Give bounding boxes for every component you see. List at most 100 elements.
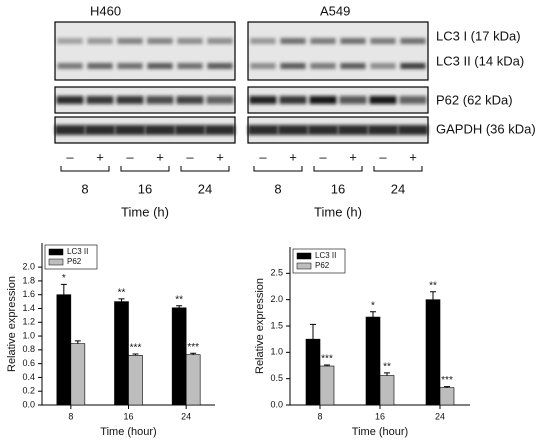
blot-frame [247,86,429,114]
significance-label: *** [187,342,199,353]
band [207,63,233,69]
bracket [120,166,170,172]
lane-label: + [289,149,297,164]
bracket [253,166,303,172]
blot-frame [247,21,429,81]
band [369,96,397,104]
band [177,63,203,69]
band [116,96,144,104]
band [278,125,308,135]
row-label: GAPDH (36 kDa) [436,121,536,136]
bar [171,307,187,406]
lane-label: – [186,149,194,164]
lane-label: – [379,149,387,164]
axis-title: Time (h) [314,204,362,219]
time-label: 8 [81,181,88,196]
band [340,38,366,44]
significance-label: ** [118,287,126,298]
legend-label: LC3 II [67,247,88,256]
row-label: P62 (62 kDa) [436,92,513,107]
lane-label: + [156,149,164,164]
band [55,125,85,135]
band [147,63,173,69]
bracket [313,166,363,172]
band [205,125,235,135]
band [279,96,307,104]
error-bar [384,372,390,376]
bar [439,387,455,406]
band [56,96,84,104]
x-axis-title: Time (hour) [100,426,156,438]
band [85,125,115,135]
significance-label: * [371,300,375,311]
x-tick-label: 24 [181,411,191,421]
band [146,96,174,104]
x-axis-title: Time (hour) [352,426,408,438]
x-tick-label: 8 [317,411,322,421]
y-tick-label: 1.0 [270,347,283,357]
y-tick-label: 1.0 [22,330,35,340]
legend-swatch [296,262,312,270]
significance-label: ** [429,280,437,291]
time-label: 8 [274,181,281,196]
band [207,38,233,44]
y-axis-title: Relative expression [6,276,18,372]
error-bar [444,386,450,388]
error-bar [118,298,125,302]
lane-label: – [126,149,134,164]
time-label: 16 [331,181,345,196]
band [368,125,398,135]
significance-label: *** [321,354,333,365]
y-tick-label: 2.5 [270,268,283,278]
lane-label: + [349,149,357,164]
error-bar [324,364,330,367]
x-tick-label: 16 [375,411,385,421]
band [308,125,338,135]
band [310,38,336,44]
band [400,38,426,44]
band [117,38,143,44]
lane-label: + [96,149,104,164]
band [370,38,396,44]
y-tick-label: 1.6 [22,289,35,299]
bar [365,316,381,406]
band [250,38,276,44]
bracket [373,166,423,172]
panel-title: H460 [90,3,121,18]
band [117,63,143,69]
blot-frame [54,86,236,114]
y-tick-label: 0.6 [22,358,35,368]
band [206,96,234,104]
y-tick-label: 1.8 [22,275,35,285]
band [309,96,337,104]
x-tick-label: 8 [68,411,73,421]
bar [114,301,129,406]
error-bar [60,283,67,295]
band [250,63,276,69]
bar [425,299,441,406]
band [339,96,367,104]
error-bar [370,311,376,318]
bracket [60,166,110,172]
error-bar [74,340,81,344]
error-bar [190,352,197,355]
band [176,96,204,104]
band [280,38,306,44]
bar [128,355,143,406]
band [340,63,366,69]
error-bar [176,305,183,308]
y-tick-label: 0.8 [22,344,35,354]
band [398,125,428,135]
lane-label: + [409,149,417,164]
band [147,38,173,44]
legend-swatch [296,252,312,260]
bar [56,294,72,406]
significance-label: * [62,273,66,284]
band [57,38,83,44]
band [370,63,396,69]
bar [305,338,321,406]
blot-frame [54,21,236,81]
band [248,125,278,135]
y-tick-label: 0.0 [22,399,35,409]
